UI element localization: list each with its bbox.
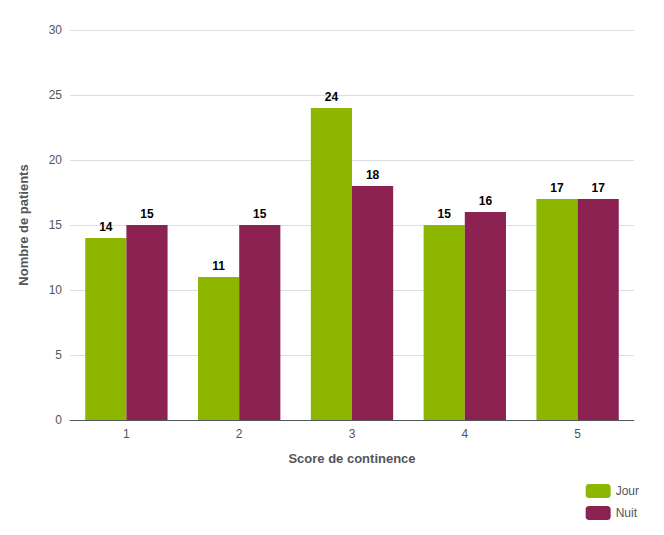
svg-text:1: 1	[123, 427, 130, 441]
svg-text:3: 3	[349, 427, 356, 441]
svg-text:Nuit: Nuit	[616, 506, 638, 520]
svg-text:30: 30	[49, 23, 63, 37]
svg-text:14: 14	[99, 220, 113, 234]
svg-text:0: 0	[55, 413, 62, 427]
svg-text:Nombre de patients: Nombre de patients	[16, 164, 31, 285]
svg-text:17: 17	[592, 181, 606, 195]
svg-text:5: 5	[574, 427, 581, 441]
svg-text:24: 24	[325, 90, 339, 104]
svg-text:20: 20	[49, 153, 63, 167]
svg-text:2: 2	[236, 427, 243, 441]
svg-text:5: 5	[55, 348, 62, 362]
svg-text:18: 18	[366, 168, 380, 182]
svg-text:16: 16	[479, 194, 493, 208]
svg-text:15: 15	[49, 218, 63, 232]
svg-text:25: 25	[49, 88, 63, 102]
svg-text:15: 15	[438, 207, 452, 221]
svg-text:Jour: Jour	[616, 484, 639, 498]
svg-text:17: 17	[550, 181, 564, 195]
svg-text:10: 10	[49, 283, 63, 297]
svg-text:11: 11	[212, 259, 225, 273]
svg-text:Score de continence: Score de continence	[288, 451, 415, 466]
svg-text:15: 15	[140, 207, 154, 221]
svg-text:4: 4	[461, 427, 468, 441]
svg-text:15: 15	[253, 207, 267, 221]
